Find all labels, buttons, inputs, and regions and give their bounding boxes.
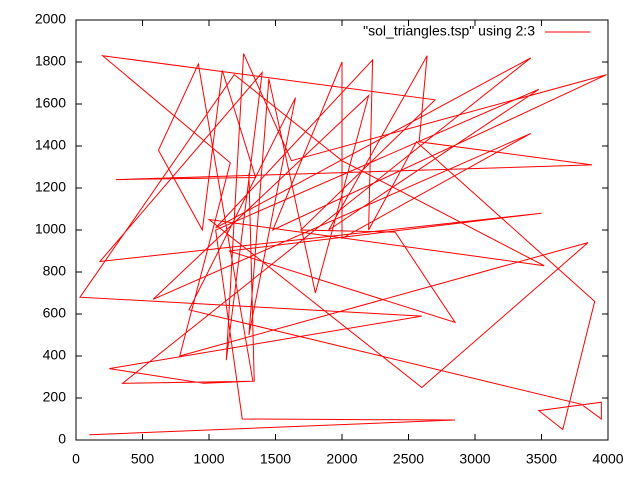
y-tick-label: 1600 [35,95,66,111]
legend-label: "sol_triangles.tsp" using 2:3 [363,23,535,39]
y-tick-label: 800 [43,263,67,279]
y-tick-label: 1400 [35,137,66,153]
x-tick-label: 500 [131,451,155,467]
x-tick-label: 2000 [326,451,357,467]
x-tick-label: 1500 [260,451,291,467]
y-tick-label: 1000 [35,221,66,237]
x-tick-label: 2500 [393,451,424,467]
x-tick-label: 0 [72,451,80,467]
x-tick-label: 3000 [459,451,490,467]
y-tick-label: 2000 [35,11,66,27]
y-tick-label: 200 [43,389,67,405]
y-tick-label: 400 [43,347,67,363]
x-tick-label: 1000 [193,451,224,467]
y-tick-label: 1800 [35,53,66,69]
x-tick-label: 4000 [592,451,623,467]
x-tick-label: 3500 [526,451,557,467]
y-tick-label: 600 [43,305,67,321]
y-tick-label: 0 [58,431,66,447]
series-line [79,53,607,436]
y-tick-label: 1200 [35,179,66,195]
